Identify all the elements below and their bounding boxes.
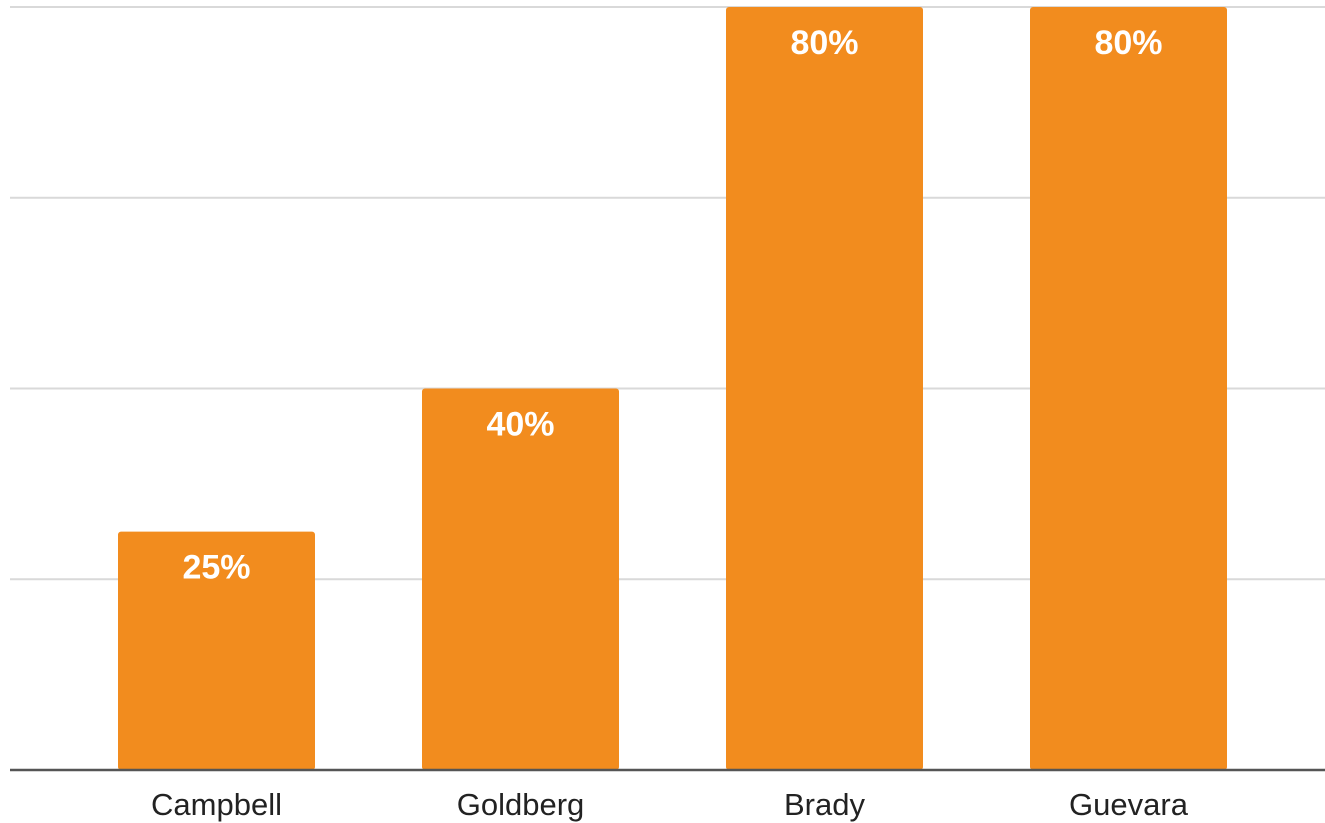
bar-guevara	[1030, 7, 1227, 770]
data-label-guevara: 80%	[1094, 24, 1162, 62]
category-label-goldberg: Goldberg	[457, 787, 585, 822]
data-label-brady: 80%	[790, 24, 858, 62]
data-label-campbell: 25%	[182, 549, 250, 587]
category-label-brady: Brady	[784, 787, 865, 822]
category-label-guevara: Guevara	[1069, 787, 1189, 822]
bar-goldberg	[422, 388, 619, 770]
bar-campbell	[118, 531, 315, 770]
bar-brady	[726, 7, 923, 770]
bars	[118, 7, 1227, 770]
category-label-campbell: Campbell	[151, 787, 282, 822]
category-labels: Campbell Goldberg Brady Guevara	[151, 787, 1189, 822]
data-label-goldberg: 40%	[486, 406, 554, 444]
data-labels: 25% 40% 80% 80%	[182, 24, 1162, 587]
